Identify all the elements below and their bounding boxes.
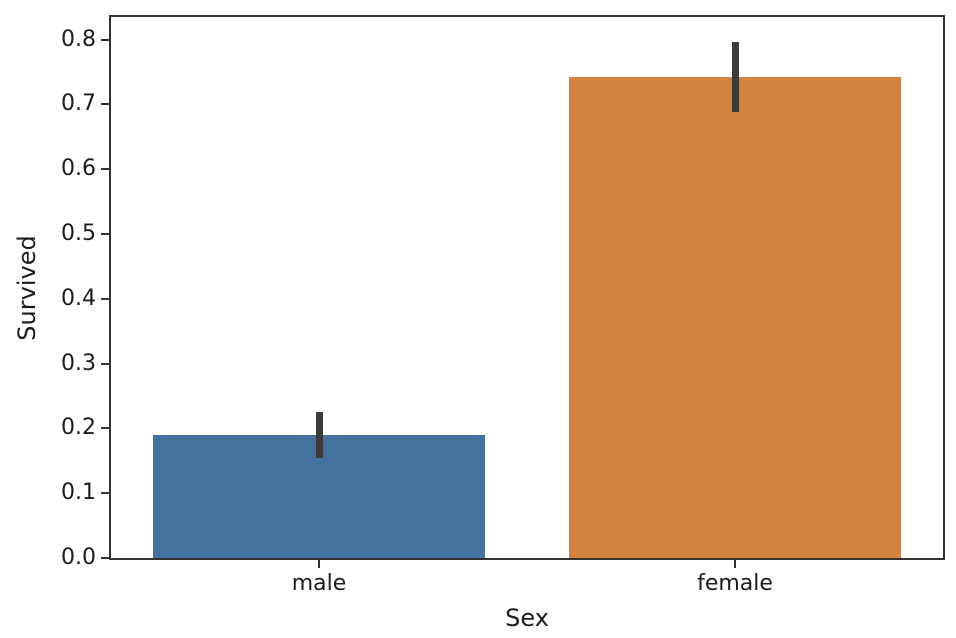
y-tick-label: 0.2 — [61, 415, 96, 441]
y-tick-mark — [101, 168, 109, 171]
y-tick-label: 0.1 — [61, 480, 96, 506]
y-tick-label: 0.7 — [61, 91, 96, 117]
y-tick-label: 0.0 — [61, 545, 96, 570]
y-tick-label: 0.5 — [61, 221, 96, 247]
y-tick-mark — [101, 362, 109, 365]
x-tick-mark — [318, 560, 320, 568]
y-tick-label: 0.8 — [61, 26, 96, 52]
plot-area: 0.0 0.1 0.2 0.3 0.4 0.5 0.6 0.7 0.8 male female — [61, 15, 945, 596]
y-tick-mark — [101, 38, 109, 41]
x-tick-label-male: male — [291, 571, 347, 596]
y-tick-label: 0.3 — [61, 350, 96, 376]
y-tick-label: 0.6 — [61, 156, 96, 182]
y-tick-mark — [101, 233, 109, 236]
y-tick-label: 0.4 — [61, 285, 96, 311]
y-tick-mark — [101, 492, 109, 495]
x-axis-label: Sex — [505, 604, 549, 632]
y-tick-mark — [101, 103, 109, 106]
error-bar-male — [315, 412, 323, 458]
x-tick-mark — [734, 560, 736, 568]
bar-female — [568, 76, 902, 558]
y-tick-mark — [101, 297, 109, 300]
y-tick-mark — [101, 557, 109, 559]
y-tick-mark — [101, 427, 109, 430]
x-tick-label-female: female — [697, 571, 773, 596]
error-bar-female — [731, 42, 739, 113]
